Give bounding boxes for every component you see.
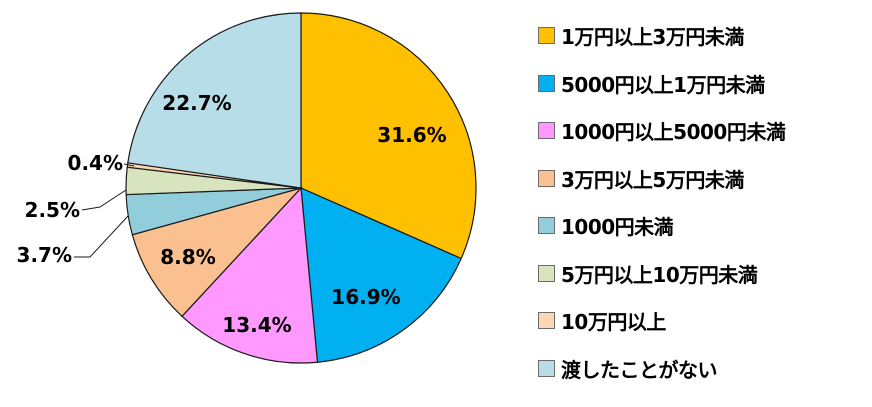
slice-value-label: 3.7%: [17, 243, 72, 267]
slice-value-label: 0.4%: [68, 151, 123, 175]
slice-value-label: 2.5%: [25, 198, 80, 222]
legend-item: 1000円未満: [538, 202, 868, 250]
legend-swatch: [538, 359, 555, 377]
legend-label: 5000円以上1万円未満: [561, 72, 765, 97]
legend-swatch: [538, 27, 555, 45]
legend-item: 1000円以上5000円未満: [538, 107, 868, 155]
pie-slice: [181, 186, 319, 364]
slice-value-label: 16.9%: [331, 285, 400, 309]
pie-slice: [127, 12, 302, 189]
slice-value-label: 13.4%: [222, 313, 291, 337]
legend-swatch: [538, 217, 555, 235]
legend-item: 渡したことがない: [538, 345, 868, 393]
leader-line: [123, 163, 135, 167]
legend-swatch: [538, 264, 555, 282]
legend-swatch: [538, 74, 555, 92]
slice-value-label: 31.6%: [377, 123, 446, 147]
legend-label: 渡したことがない: [561, 357, 718, 382]
pie-slice: [300, 12, 477, 260]
legend-item: 5000円以上1万円未満: [538, 60, 868, 108]
legend-label: 10万円以上: [561, 310, 666, 335]
legend-swatch: [538, 169, 555, 187]
legend-swatch: [538, 122, 555, 140]
legend-item: 3万円以上5万円未満: [538, 155, 868, 203]
legend-label: 1000円未満: [561, 215, 674, 240]
legend-item: 1万円以上3万円未満: [538, 12, 868, 60]
slice-value-label: 22.7%: [162, 91, 231, 115]
leader-line: [81, 189, 127, 211]
legend-item: 10万円以上: [538, 297, 868, 345]
legend-swatch: [538, 312, 555, 330]
pie-slice: [131, 186, 303, 318]
legend-item: 5万円以上10万円未満: [538, 250, 868, 298]
pie-slice: [300, 187, 462, 363]
chart-legend: 1万円以上3万円未満 5000円以上1万円未満 1000円以上5000円未満 3万円以…: [538, 12, 868, 392]
slice-value-label: 8.8%: [160, 245, 215, 269]
legend-label: 5万円以上10万円未満: [561, 262, 758, 287]
legend-label: 1万円以上3万円未満: [561, 25, 744, 50]
leader-line: [74, 215, 129, 258]
legend-label: 3万円以上5万円未満: [561, 167, 744, 192]
legend-label: 1000円以上5000円未満: [561, 120, 786, 145]
